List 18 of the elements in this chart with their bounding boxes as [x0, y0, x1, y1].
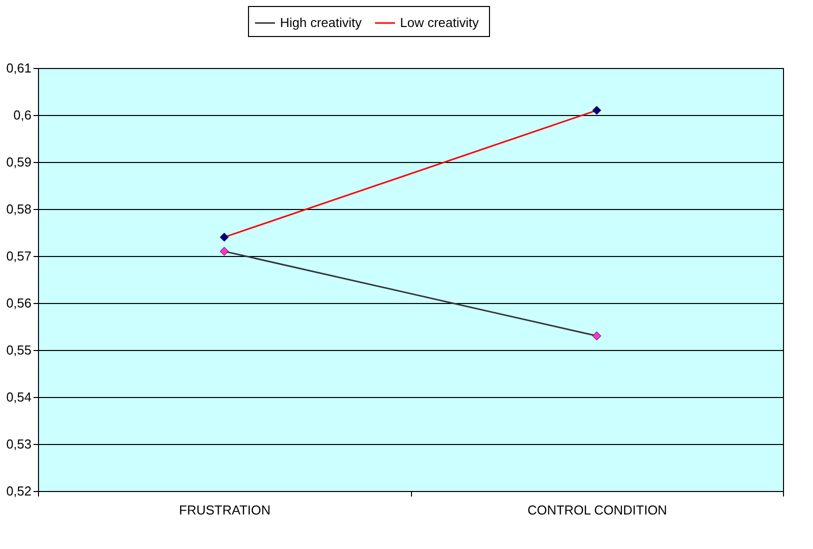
y-tick-label: 0,61: [6, 60, 32, 76]
y-tick-label: 0,57: [6, 248, 32, 264]
y-tick-label: 0,54: [6, 390, 32, 404]
y-tick-label: 0,59: [6, 154, 32, 170]
y-tick-label: 0,58: [6, 202, 32, 216]
legend-label: High creativity: [280, 15, 362, 30]
y-tick-label: 0,52: [6, 484, 32, 498]
y-tick-label: 0,53: [6, 436, 32, 452]
y-tick-label: 0,56: [6, 296, 32, 310]
y-tick-label: 0,55: [6, 342, 32, 358]
point: [592, 106, 602, 115]
point: [220, 246, 229, 256]
x-tick-label: FRUSTRATION: [179, 502, 270, 518]
point: [220, 232, 229, 242]
x-tick-label: CONTROL CONDITION: [527, 502, 668, 518]
legend-label: Low creativity: [400, 15, 480, 30]
y-tick-label: 0,6: [13, 108, 32, 122]
point: [592, 331, 602, 340]
